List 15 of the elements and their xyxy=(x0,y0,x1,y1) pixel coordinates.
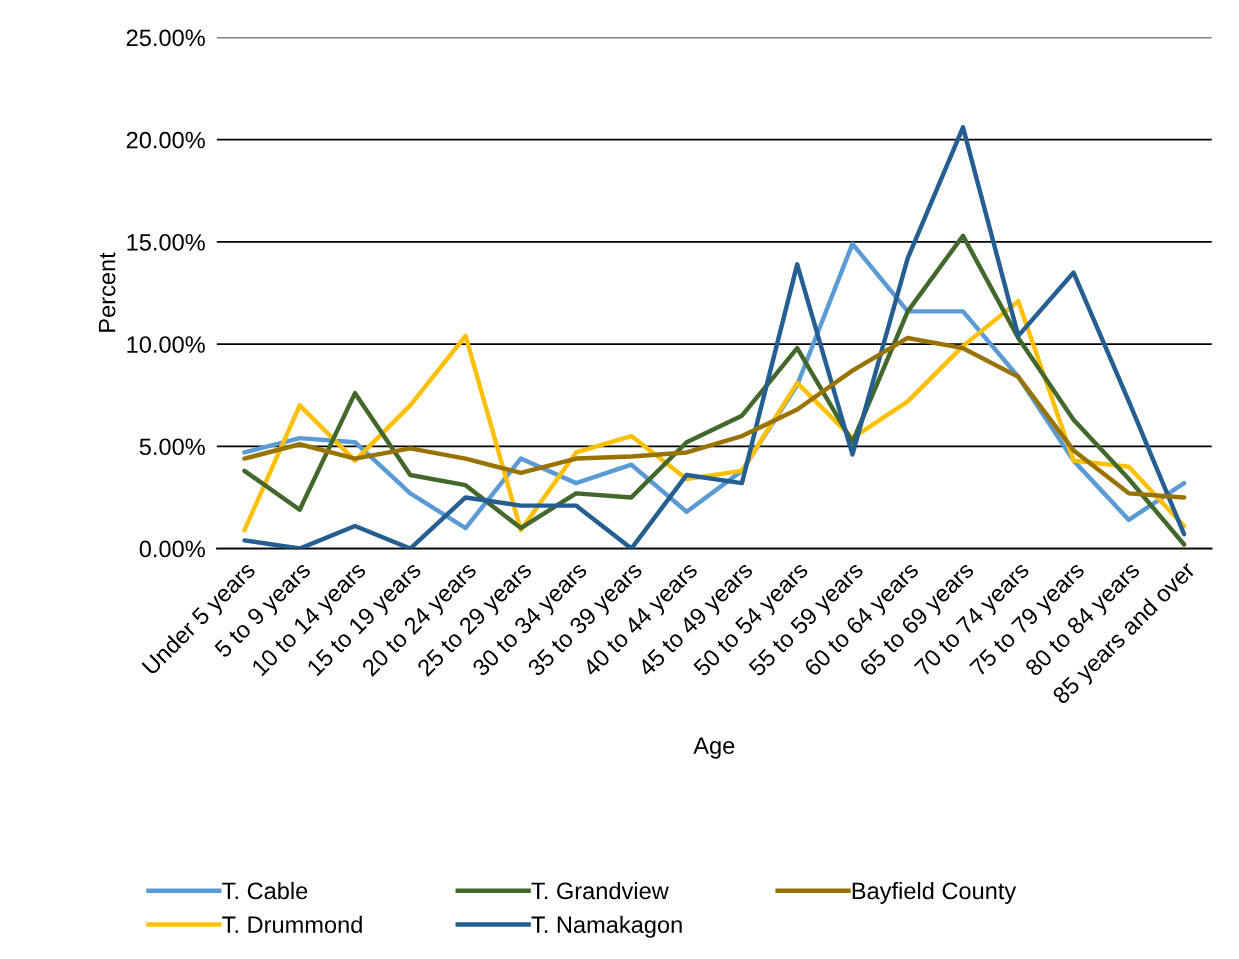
y-tick-label: 10.00% xyxy=(127,336,205,353)
legend-label: T. Namakagon xyxy=(531,915,682,938)
legend-label: Bayfield County xyxy=(852,881,1017,904)
y-tick-label: 20.00% xyxy=(126,131,205,149)
legend-label: T. Grandview xyxy=(531,881,669,900)
x-axis-title: Age xyxy=(693,737,735,759)
legend-label: T. Cable xyxy=(222,881,308,900)
y-tick-label: 5.00% xyxy=(139,438,205,456)
legend-label: T. Drummond xyxy=(222,915,362,934)
line-series xyxy=(242,125,1187,549)
y-tick-label: 15.00% xyxy=(127,233,205,251)
line-series xyxy=(242,335,1187,500)
y-tick-label: 25.00% xyxy=(126,29,205,47)
y-tick-label: 0.00% xyxy=(139,540,205,558)
y-axis-title: Percent xyxy=(98,252,116,332)
